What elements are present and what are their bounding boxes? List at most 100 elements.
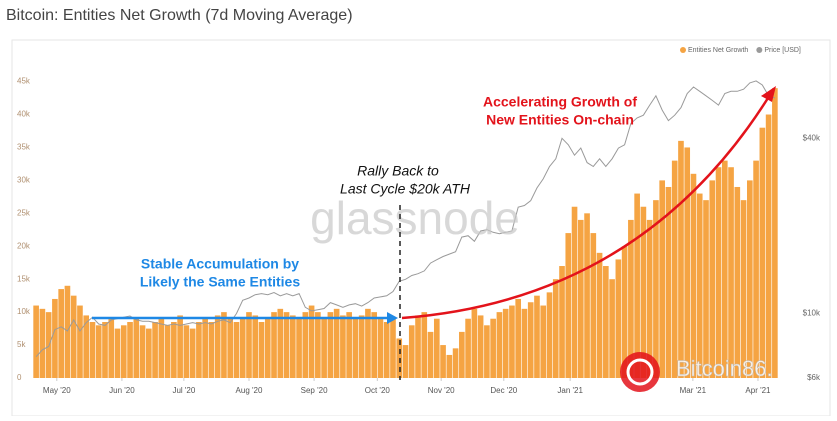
bar (440, 345, 446, 378)
y2-tick-label: $6k (807, 373, 821, 382)
bar (665, 186, 672, 378)
bar (753, 160, 759, 378)
bar (252, 315, 259, 378)
bar (246, 312, 252, 378)
annotation: Rally Back to (357, 163, 439, 179)
chart-title: Bitcoin: Entities Net Growth (7d Moving … (6, 7, 353, 24)
bar (559, 266, 565, 378)
bar (690, 173, 697, 378)
y-tick-label: 35k (17, 143, 31, 152)
bar (678, 140, 684, 378)
legend-label: Price [USD] (764, 47, 801, 54)
bar (227, 318, 234, 378)
watermark: glassnode (310, 192, 520, 244)
bar (239, 318, 246, 378)
bar (621, 246, 628, 378)
annotation: Last Cycle $20k ATH (340, 181, 471, 197)
legend-swatch (756, 47, 763, 53)
bar (565, 233, 572, 378)
y-tick-label: 20k (17, 241, 31, 250)
blue-arrow-head (387, 312, 398, 324)
plot: 0 5k 10k 15k 20k 25k 30k 35k 40k 45k $6k $10k $40k Ma… (17, 77, 821, 395)
bar (233, 322, 240, 378)
bar (496, 312, 503, 378)
bar (358, 315, 365, 378)
bar (509, 305, 515, 378)
bar (759, 127, 766, 379)
y2-tick-label: $10k (803, 309, 821, 318)
bar (465, 318, 471, 378)
bar (208, 322, 215, 378)
bar (709, 180, 716, 378)
bar (296, 318, 302, 378)
bar (377, 318, 384, 378)
annotation: New Entities On-chain (486, 112, 634, 128)
logo (626, 358, 654, 386)
bar (114, 328, 121, 378)
bar (390, 318, 396, 378)
bar (271, 312, 277, 378)
bar (308, 305, 315, 378)
x-tick-label: Mar '21 (680, 386, 707, 395)
y-tick-label: 45k (17, 77, 31, 86)
y2-tick-label: $40k (803, 133, 821, 142)
bar (628, 219, 634, 378)
bar (734, 186, 741, 378)
bar (95, 325, 102, 378)
bar (127, 322, 133, 378)
bar (603, 266, 609, 378)
bar (427, 331, 434, 378)
bar (39, 308, 46, 378)
bar (534, 295, 540, 378)
bar (596, 252, 603, 378)
bar (433, 318, 440, 378)
annotation: Likely the Same Entities (140, 274, 300, 290)
bar (183, 325, 190, 378)
bar (77, 305, 83, 378)
bar (33, 305, 39, 378)
bar (502, 308, 509, 378)
bar (221, 312, 227, 378)
bar (346, 312, 352, 378)
bar (659, 180, 665, 378)
bar (133, 318, 140, 378)
logo (620, 352, 660, 392)
bar (58, 289, 64, 378)
bar (515, 298, 522, 378)
bar (333, 308, 340, 378)
bar (653, 200, 659, 378)
x-tick-label: Oct '20 (365, 386, 391, 395)
y-tick-label: 0 (17, 373, 22, 382)
bar (590, 233, 597, 378)
bar (120, 325, 127, 378)
bar (277, 308, 284, 378)
bar (772, 88, 778, 378)
bar (740, 200, 747, 378)
bar (615, 259, 622, 378)
bar (721, 160, 728, 378)
bar (196, 322, 202, 378)
bar (214, 315, 221, 378)
y-tick-label: 5k (17, 340, 26, 349)
bar (446, 354, 453, 378)
bar (152, 322, 158, 378)
bar (546, 292, 553, 378)
bar (365, 308, 371, 378)
bar (484, 325, 490, 378)
bar (352, 318, 359, 378)
red-arrow (401, 97, 770, 320)
bar (102, 322, 108, 378)
bar (164, 325, 171, 378)
legend-label: Entities Net Growth (688, 47, 748, 54)
bar (421, 312, 428, 378)
bar (264, 318, 271, 378)
bar (584, 213, 590, 378)
bar (189, 328, 196, 378)
bar (471, 308, 478, 378)
bar (146, 328, 152, 378)
bar (571, 206, 578, 378)
bar (371, 312, 378, 378)
bar (490, 318, 496, 378)
bar (640, 206, 647, 378)
